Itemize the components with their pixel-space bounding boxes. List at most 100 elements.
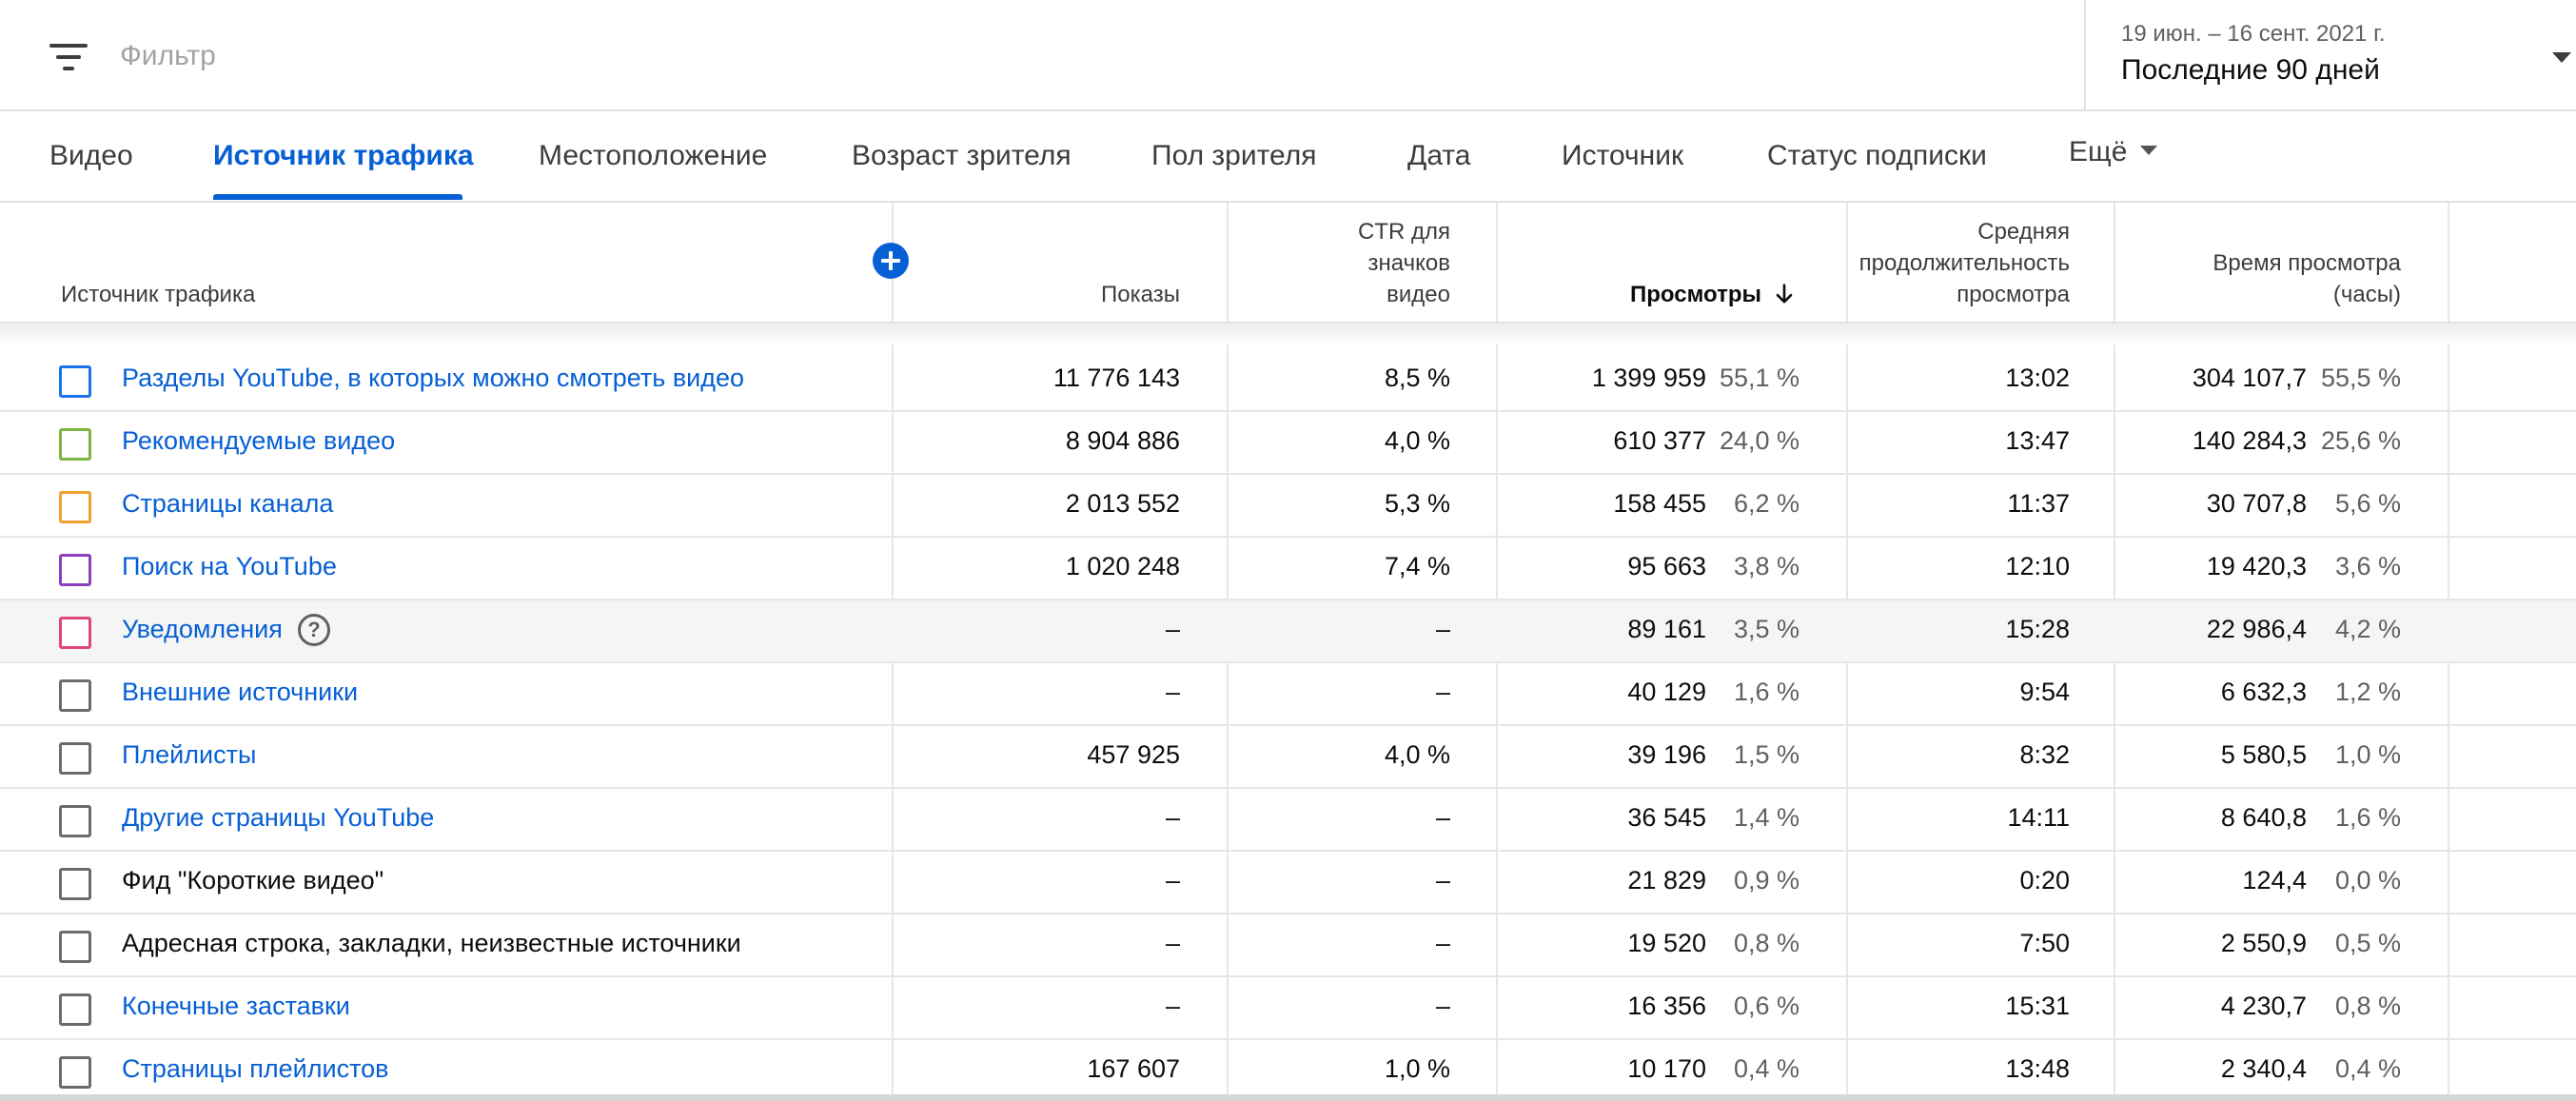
impressions-cell: 457 925 (1087, 740, 1180, 769)
watch-time-percent-cell: 3,6 % (2334, 552, 2401, 580)
views-percent-cell: 0,9 % (1733, 866, 1799, 895)
add-metric-button[interactable] (873, 243, 909, 279)
impressions-cell: 11 776 143 (1052, 364, 1180, 392)
tab-viewer-gender[interactable]: Пол зрителя (1151, 140, 1317, 171)
column-header-views-label: Просмотры (1629, 282, 1761, 307)
watch-time-percent-cell: 55,5 % (2320, 364, 2401, 392)
row-checkbox[interactable] (59, 365, 91, 398)
views-cell: 610 377 (1613, 426, 1706, 455)
row-checkbox[interactable] (59, 805, 91, 837)
tab-traffic-source[interactable]: Источник трафика (213, 140, 474, 171)
table-row: Уведомления? – – 89 161 3,5 % 15:28 22 986,4 4,… (0, 600, 2576, 663)
watch-time-cell: 4 230,7 (2220, 992, 2307, 1020)
views-cell: 21 829 (1627, 866, 1706, 895)
impressions-cell: – (1165, 803, 1180, 832)
traffic-source-link[interactable]: Разделы YouTube, в которых можно смотрет… (122, 364, 745, 392)
traffic-source-link[interactable]: Уведомления (122, 615, 283, 643)
table-header: Источник трафика Показы CTR для значков … (0, 203, 2576, 322)
traffic-source-label: Фид "Короткие видео" (122, 866, 384, 895)
watch-time-cell: 124,4 (2242, 866, 2307, 895)
dimension-tabs: Видео Источник трафика Местоположение Во… (0, 111, 2576, 203)
watch-time-cell: 304 107,7 (2192, 364, 2307, 392)
table-row: Конечные заставки – – 16 356 0,6 % 15:31 4 230… (0, 977, 2576, 1040)
traffic-source-link[interactable]: Конечные заставки (122, 992, 350, 1020)
avg-duration-cell: 0:20 (2019, 866, 2070, 895)
column-header-ctr[interactable]: CTR для значков видео (1358, 219, 1450, 307)
traffic-source-link[interactable]: Рекомендуемые видео (122, 426, 396, 455)
column-header-watch-time[interactable]: Время просмотра (часы) (2212, 250, 2401, 307)
tab-video[interactable]: Видео (49, 140, 133, 171)
column-header-impressions[interactable]: Показы (1101, 282, 1180, 307)
avg-duration-cell: 14:11 (2007, 803, 2070, 832)
traffic-source-label: Адресная строка, закладки, неизвестные и… (122, 929, 741, 957)
filter-list-icon[interactable] (49, 44, 88, 70)
tab-subscription-status[interactable]: Статус подписки (1767, 140, 1987, 171)
row-checkbox[interactable] (59, 868, 91, 900)
tab-more[interactable]: Ещё (2069, 136, 2158, 168)
views-percent-cell: 0,4 % (1733, 1054, 1799, 1083)
ctr-cell: 4,0 % (1384, 740, 1450, 769)
avg-duration-cell: 8:32 (2019, 740, 2070, 769)
ctr-cell: 1,0 % (1384, 1054, 1450, 1083)
tab-viewer-age[interactable]: Возраст зрителя (852, 140, 1072, 171)
watch-time-cell: 140 284,3 (2192, 426, 2307, 455)
watch-time-cell: 2 550,9 (2220, 929, 2307, 957)
watch-time-percent-cell: 1,2 % (2334, 678, 2401, 706)
ctr-cell: 8,5 % (1384, 364, 1450, 392)
table-row: Поиск на YouTube 1 020 248 7,4 % 95 663 3,8 … (0, 538, 2576, 600)
row-checkbox[interactable] (59, 931, 91, 963)
date-range-picker[interactable]: 19 июн. – 16 сент. 2021 г. Последние 90 … (2084, 0, 2576, 111)
traffic-source-link[interactable]: Другие страницы YouTube (122, 803, 435, 832)
watch-time-percent-cell: 1,6 % (2334, 803, 2401, 832)
tab-date[interactable]: Дата (1407, 140, 1471, 171)
filter-bar: 19 июн. – 16 сент. 2021 г. Последние 90 … (0, 0, 2576, 111)
row-checkbox[interactable] (59, 993, 91, 1026)
views-cell: 158 455 (1613, 489, 1706, 518)
column-header-traffic-source[interactable]: Источник трафика (61, 282, 256, 307)
watch-time-percent-cell: 25,6 % (2320, 426, 2401, 455)
row-checkbox[interactable] (59, 554, 91, 586)
traffic-source-link[interactable]: Плейлисты (122, 740, 257, 769)
views-cell: 16 356 (1627, 992, 1706, 1020)
table-row: Внешние источники – – 40 129 1,6 % 9:54 6 632,… (0, 663, 2576, 726)
row-checkbox[interactable] (59, 1056, 91, 1089)
watch-time-cell: 6 632,3 (2220, 678, 2307, 706)
views-cell: 40 129 (1627, 678, 1706, 706)
table-row: Другие страницы YouTube – – 36 545 1,4 % 14:1… (0, 789, 2576, 852)
help-icon[interactable]: ? (298, 614, 330, 646)
row-checkbox[interactable] (59, 428, 91, 461)
impressions-cell: 8 904 886 (1065, 426, 1180, 455)
table-row: Плейлисты 457 925 4,0 % 39 196 1,5 % 8:32 5 58… (0, 726, 2576, 789)
horizontal-scrollbar[interactable] (0, 1094, 2576, 1101)
traffic-source-link[interactable]: Поиск на YouTube (122, 552, 337, 580)
watch-time-cell: 30 707,8 (2206, 489, 2307, 518)
impressions-cell: 167 607 (1087, 1054, 1180, 1083)
active-tab-indicator (213, 194, 462, 200)
views-cell: 89 161 (1627, 615, 1706, 643)
row-checkbox[interactable] (59, 491, 91, 523)
watch-time-percent-cell: 0,5 % (2334, 929, 2401, 957)
dropdown-arrow-icon (2552, 52, 2571, 63)
row-checkbox[interactable] (59, 742, 91, 775)
row-checkbox[interactable] (59, 617, 91, 649)
column-header-avg-view-duration[interactable]: Средняя продолжительность просмотра (1858, 219, 2070, 307)
column-header-views[interactable]: Просмотры (1630, 279, 1798, 310)
table-row: Адресная строка, закладки, неизвестные и… (0, 914, 2576, 977)
tab-location[interactable]: Местоположение (539, 140, 768, 171)
avg-duration-cell: 11:37 (2007, 489, 2070, 518)
impressions-cell: 1 020 248 (1065, 552, 1180, 580)
tab-source[interactable]: Источник (1562, 140, 1684, 171)
views-cell: 19 520 (1627, 929, 1706, 957)
traffic-source-link[interactable]: Страницы плейлистов (122, 1054, 389, 1083)
traffic-source-link[interactable]: Внешние источники (122, 678, 359, 706)
date-range-label: Последние 90 дней (2121, 54, 2380, 86)
views-cell: 10 170 (1627, 1054, 1706, 1083)
sort-descending-icon (1776, 284, 1793, 304)
views-percent-cell: 24,0 % (1719, 426, 1799, 455)
watch-time-percent-cell: 0,8 % (2334, 992, 2401, 1020)
filter-input[interactable] (120, 34, 976, 78)
views-percent-cell: 0,6 % (1733, 992, 1799, 1020)
row-checkbox[interactable] (59, 679, 91, 712)
traffic-source-link[interactable]: Страницы канала (122, 489, 334, 518)
avg-duration-cell: 13:47 (2005, 426, 2070, 455)
